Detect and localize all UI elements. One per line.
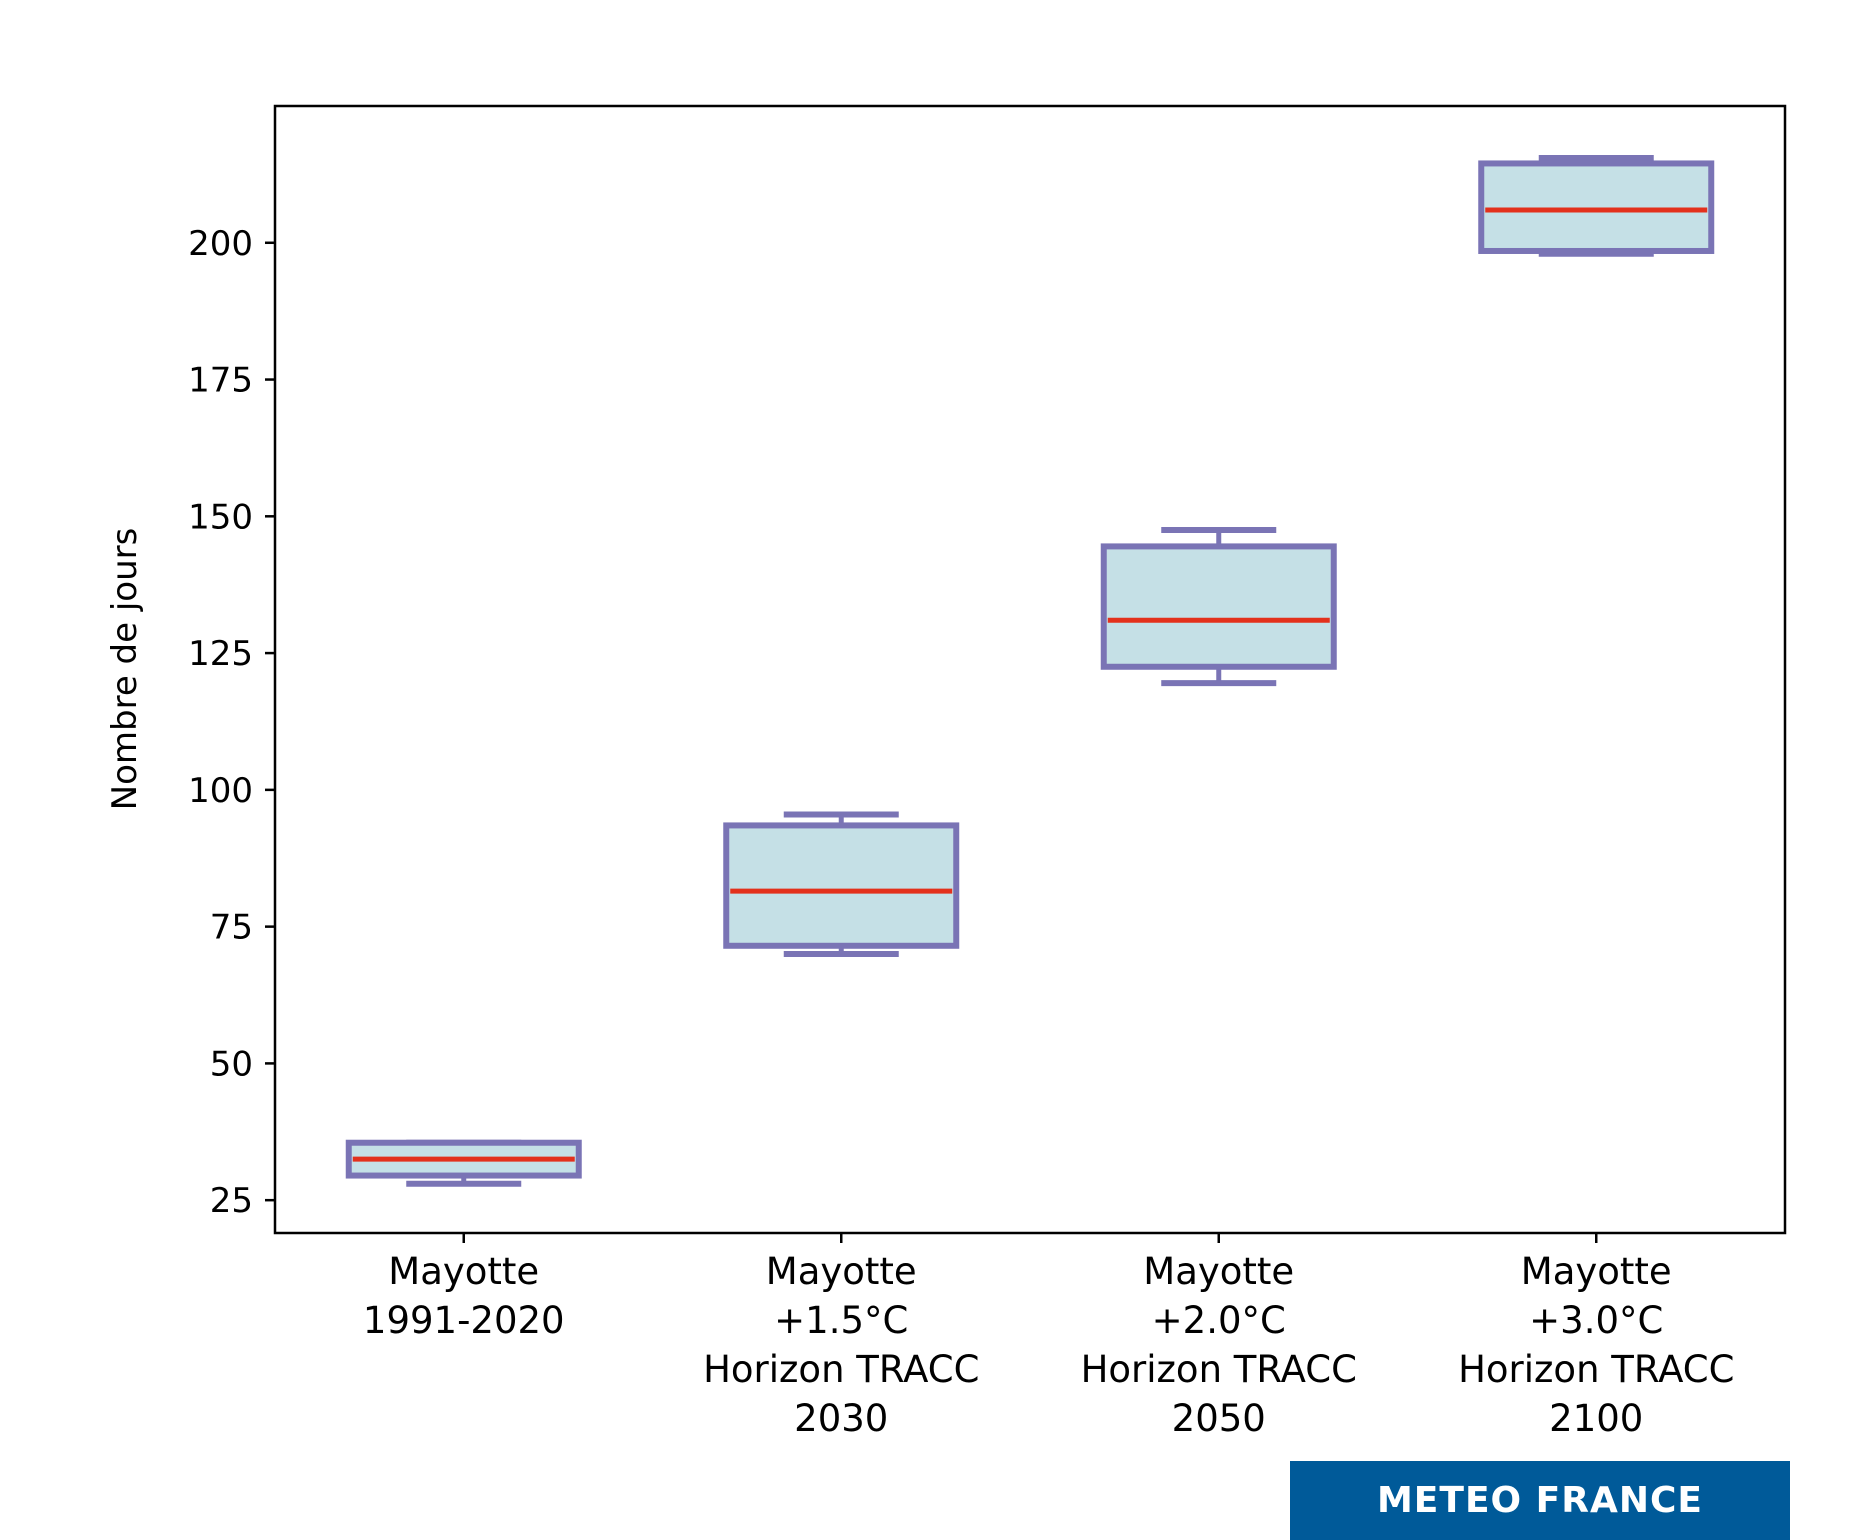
x-tick-label-line: Horizon TRACC — [1081, 1348, 1357, 1391]
x-tick-label-line: Mayotte — [1521, 1250, 1672, 1293]
box-group-2 — [1100, 526, 1337, 687]
x-tick-label-line: Mayotte — [1143, 1250, 1294, 1293]
x-tick-label-line: Mayotte — [766, 1250, 917, 1293]
x-tick-label-line: Horizon TRACC — [703, 1348, 979, 1391]
box-3 — [1478, 160, 1715, 254]
x-tick-label-line: 1991-2020 — [363, 1299, 565, 1342]
box-group-1 — [723, 811, 960, 957]
x-tick-label-line: +1.5°C — [774, 1299, 908, 1342]
box-1 — [723, 822, 960, 949]
y-tick-label-25: 25 — [210, 1181, 253, 1221]
y-tick-label-75: 75 — [210, 908, 253, 948]
logo-text: METEO FRANCE — [1376, 1480, 1703, 1521]
y-tick-label-50: 50 — [210, 1044, 253, 1084]
y-tick-label-200: 200 — [188, 224, 253, 264]
y-tick-label-175: 175 — [188, 361, 253, 401]
x-tick-label-line: +3.0°C — [1529, 1299, 1663, 1342]
x-tick-label-line: Mayotte — [388, 1250, 539, 1293]
x-tick-label-1: Mayotte +1.5°C Horizon TRACC 2030 — [703, 1250, 979, 1440]
x-axis: Mayotte 1991-2020 Mayotte +1.5°C Horizon TRA… — [363, 1233, 1734, 1440]
y-axis-label: Nombre de jours — [105, 528, 145, 811]
y-axis: 25 50 75 100 125 150 175 200 — [188, 224, 275, 1221]
x-tick-label-line: 2100 — [1549, 1397, 1643, 1440]
x-tick-label-3: Mayotte +3.0°C Horizon TRACC 2100 — [1458, 1250, 1734, 1440]
y-tick-label-150: 150 — [188, 497, 253, 537]
x-tick-label-line: +2.0°C — [1152, 1299, 1286, 1342]
y-tick-label-100: 100 — [188, 771, 253, 811]
x-tick-label-line: Horizon TRACC — [1458, 1348, 1734, 1391]
x-tick-label-2: Mayotte +2.0°C Horizon TRACC 2050 — [1081, 1250, 1357, 1440]
box-group-0 — [345, 1139, 582, 1187]
plot-frame — [273, 104, 1787, 1235]
x-tick-label-0: Mayotte 1991-2020 — [363, 1250, 565, 1342]
y-tick-label-125: 125 — [188, 634, 253, 674]
x-tick-label-line: 2050 — [1172, 1397, 1266, 1440]
meteo-france-logo: METEO FRANCE — [1290, 1461, 1790, 1540]
box-2 — [1100, 543, 1337, 670]
boxes-layer — [345, 154, 1715, 1187]
box-group-3 — [1478, 154, 1715, 257]
x-tick-label-line: 2030 — [794, 1397, 888, 1440]
